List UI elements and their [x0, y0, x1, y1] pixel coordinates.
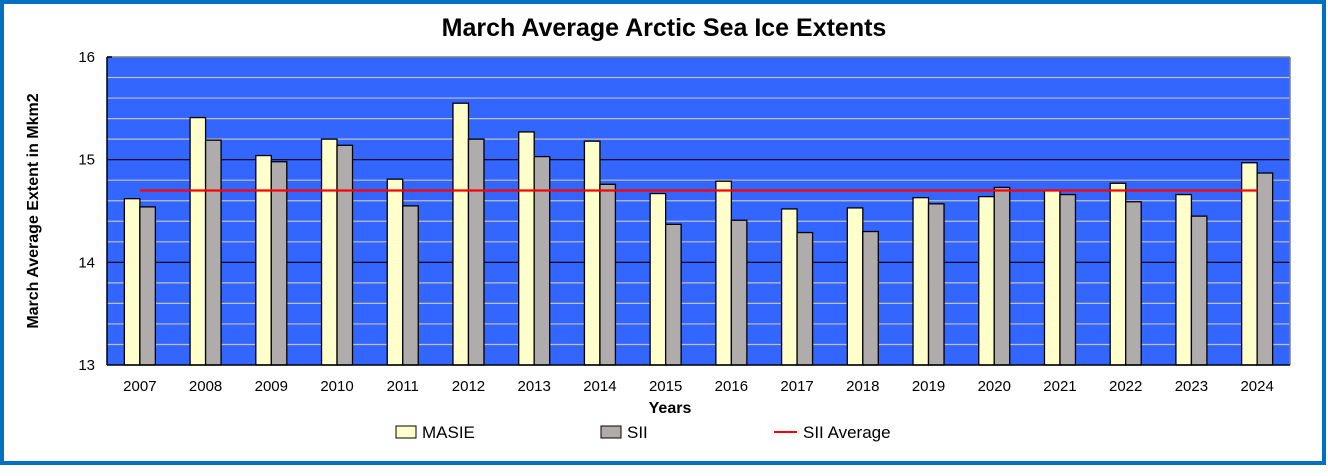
x-tick-label: 2014 [583, 378, 616, 395]
x-tick-label: 2010 [320, 378, 353, 395]
bar-sii-2012 [467, 138, 485, 366]
bar-masie-2011 [386, 178, 404, 366]
legend-label-masie: MASIE [422, 423, 475, 442]
bar-sii-2017 [796, 231, 814, 366]
bar-masie-2016 [715, 180, 733, 366]
bar-masie-2022 [1109, 182, 1127, 366]
y-tick-label: 15 [78, 152, 95, 169]
bar-sii-2011 [402, 205, 419, 366]
bar-sii-2013 [533, 155, 551, 366]
x-tick-label: 2024 [1240, 378, 1273, 395]
x-axis-ticks: 2007 2008 2009 2010 2011 2012 2013 2014 2015 2016… [123, 378, 1274, 395]
legend-label-sii: SII [627, 423, 648, 442]
y-axis-ticks: 13 14 15 16 [78, 49, 95, 374]
bar-sii-2024 [1256, 172, 1274, 366]
bar-masie-2020 [978, 195, 995, 366]
plot-area [106, 56, 1291, 366]
legend-item-masie: MASIE [395, 423, 475, 442]
bar-sii-2023 [1190, 215, 1208, 366]
x-tick-label: 2008 [189, 378, 222, 395]
x-tick-label: 2017 [780, 378, 813, 395]
y-axis-title: March Average Extent in Mkm2 [25, 93, 42, 328]
legend-item-sii-average: SII Average [774, 423, 891, 442]
x-tick-label: 2018 [846, 378, 879, 395]
bar-masie-2010 [320, 138, 338, 366]
x-tick-label: 2021 [1043, 378, 1076, 395]
chart-title: March Average Arctic Sea Ice Extents [442, 14, 887, 42]
bar-masie-2009 [255, 154, 272, 366]
plot-background [107, 57, 1290, 365]
x-tick-label: 2020 [978, 378, 1011, 395]
bar-masie-2021 [1043, 189, 1061, 366]
x-tick-label: 2015 [649, 378, 682, 395]
bar-sii-2007 [139, 206, 157, 366]
legend: MASIE SII SII Average [395, 423, 891, 442]
legend-label-sii-average: SII Average [803, 423, 891, 442]
x-tick-label: 2007 [123, 378, 156, 395]
bar-masie-2018 [846, 207, 864, 366]
bar-masie-2017 [780, 208, 798, 366]
y-tick-label: 16 [78, 49, 95, 66]
x-tick-label: 2009 [255, 378, 288, 395]
bar-sii-2010 [336, 144, 354, 366]
bar-masie-2014 [583, 140, 601, 366]
y-tick-label: 14 [78, 254, 95, 271]
bar-sii-2016 [730, 219, 748, 366]
x-tick-label: 2022 [1109, 378, 1142, 395]
bar-sii-2015 [664, 223, 682, 366]
bar-masie-2015 [649, 192, 667, 366]
bar-masie-2012 [452, 102, 470, 366]
bar-masie-2024 [1240, 162, 1258, 366]
x-tick-label: 2012 [452, 378, 485, 395]
x-tick-label: 2016 [715, 378, 748, 395]
x-tick-label: 2019 [912, 378, 945, 395]
bar-masie-2013 [518, 131, 535, 366]
legend-item-sii: SII [600, 423, 648, 442]
bar-sii-2018 [862, 230, 879, 366]
x-axis-title: Years [649, 400, 692, 417]
bar-masie-2008 [189, 116, 207, 366]
legend-swatch-masie [395, 425, 417, 439]
bar-sii-2019 [927, 203, 945, 366]
bar-masie-2023 [1175, 193, 1193, 366]
legend-swatch-sii [600, 425, 622, 439]
bar-masie-2019 [912, 197, 930, 366]
x-tick-label: 2011 [387, 378, 419, 395]
x-tick-label: 2013 [518, 378, 551, 395]
bar-sii-2022 [1125, 201, 1142, 366]
bar-sii-2020 [993, 186, 1011, 366]
bar-masie-2007 [123, 198, 141, 366]
bar-sii-2009 [270, 161, 288, 366]
bar-sii-2014 [599, 183, 617, 366]
y-tick-label: 13 [78, 357, 95, 374]
bar-sii-2021 [1059, 193, 1077, 366]
x-tick-label: 2023 [1175, 378, 1208, 395]
bar-sii-2008 [204, 139, 222, 366]
